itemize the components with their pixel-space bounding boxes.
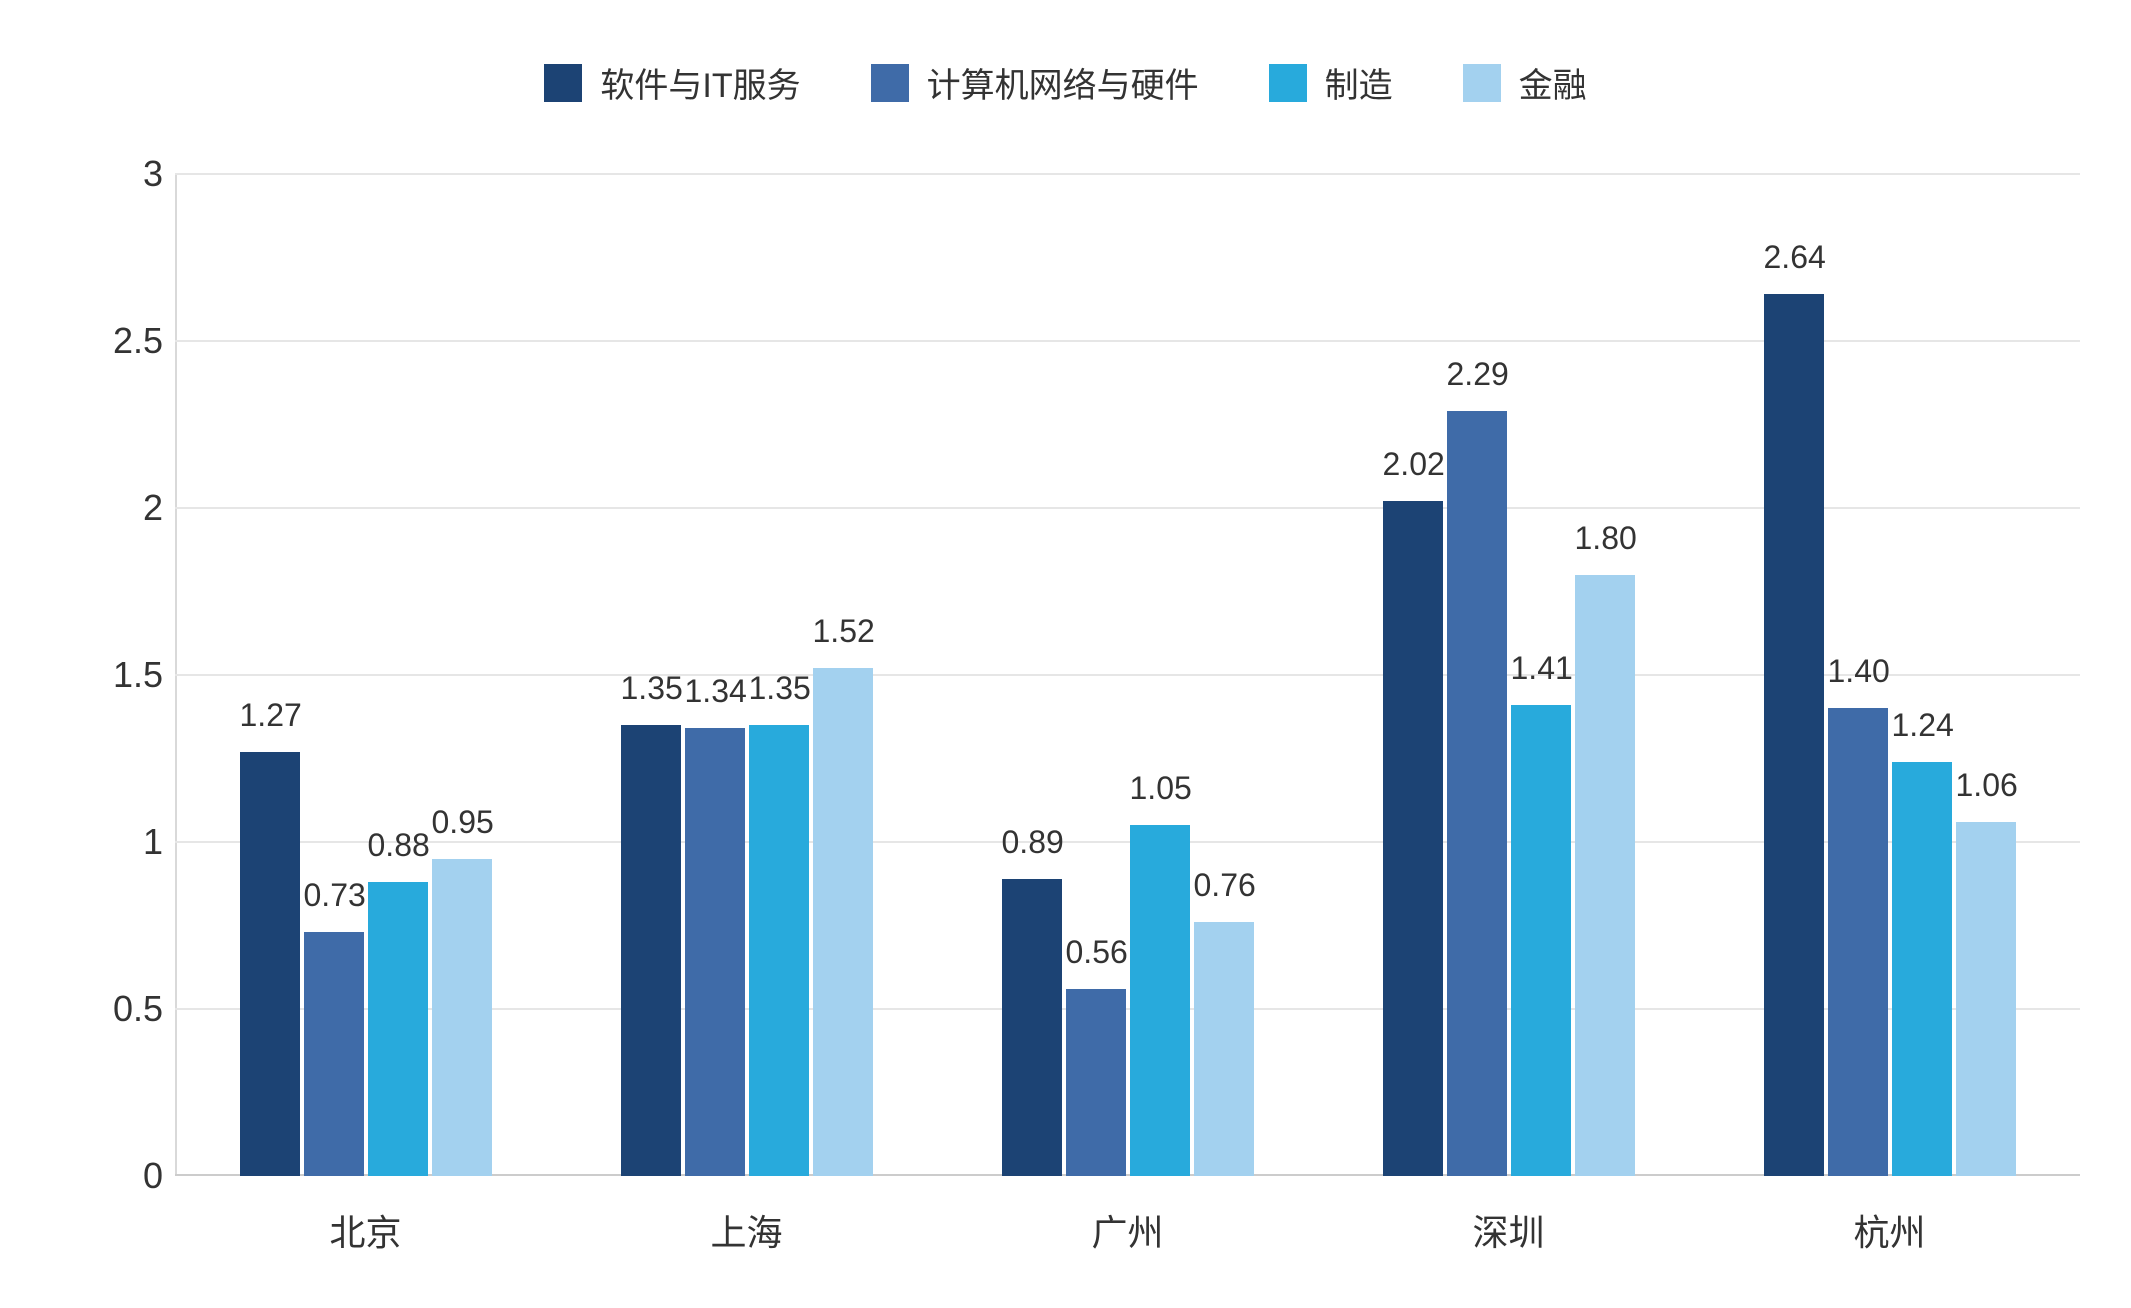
bar-value-label: 1.34 xyxy=(685,673,745,710)
bar-value-label: 0.56 xyxy=(1066,934,1126,971)
y-tick-label: 1.5 xyxy=(43,654,163,696)
bar-value-label: 1.80 xyxy=(1575,520,1635,557)
bar: 2.29 xyxy=(1447,411,1507,1176)
bar: 0.88 xyxy=(368,882,428,1176)
bar-value-label: 1.35 xyxy=(621,670,681,707)
x-tick-label: 北京 xyxy=(329,1204,401,1256)
legend-swatch xyxy=(871,64,909,102)
legend-swatch xyxy=(544,64,582,102)
y-tick-label: 2.5 xyxy=(43,320,163,362)
legend-label: 计算机网络与硬件 xyxy=(927,58,1199,107)
bar-value-label: 0.73 xyxy=(304,877,364,914)
bar: 0.56 xyxy=(1066,989,1126,1176)
bar: 2.02 xyxy=(1383,501,1443,1176)
legend-swatch xyxy=(1463,64,1501,102)
y-tick-label: 3 xyxy=(43,153,163,195)
plot-area: 1.270.730.880.951.351.341.351.520.890.56… xyxy=(175,174,2080,1176)
y-tick-label: 2 xyxy=(43,487,163,529)
x-tick-label: 深圳 xyxy=(1472,1204,1544,1256)
bar: 1.41 xyxy=(1511,705,1571,1176)
x-tick-label: 杭州 xyxy=(1853,1204,1925,1256)
bar-value-label: 1.27 xyxy=(240,697,300,734)
legend-label: 制造 xyxy=(1325,58,1393,107)
bar: 2.64 xyxy=(1764,294,1824,1176)
y-tick-label: 1 xyxy=(43,821,163,863)
bar-value-label: 0.89 xyxy=(1002,824,1062,861)
chart-container: 软件与IT服务计算机网络与硬件制造金融 1.270.730.880.951.35… xyxy=(0,0,2131,1308)
bar: 0.76 xyxy=(1194,922,1254,1176)
bar-value-label: 1.24 xyxy=(1892,707,1952,744)
bar: 1.05 xyxy=(1130,825,1190,1176)
bar: 0.73 xyxy=(304,932,364,1176)
bar: 1.40 xyxy=(1828,708,1888,1176)
legend-item: 制造 xyxy=(1269,58,1393,107)
bar: 1.06 xyxy=(1956,822,2016,1176)
legend-label: 软件与IT服务 xyxy=(600,58,800,107)
bar-value-label: 0.76 xyxy=(1194,867,1254,904)
bar-value-label: 2.64 xyxy=(1764,239,1824,276)
bar-value-label: 0.88 xyxy=(368,827,428,864)
bar-value-label: 1.40 xyxy=(1828,653,1888,690)
bar-value-label: 1.06 xyxy=(1956,767,2016,804)
bar: 1.35 xyxy=(621,725,681,1176)
legend-item: 金融 xyxy=(1463,58,1587,107)
legend-item: 软件与IT服务 xyxy=(544,58,800,107)
legend-item: 计算机网络与硬件 xyxy=(871,58,1199,107)
bar: 1.27 xyxy=(240,752,300,1176)
bar-value-label: 1.35 xyxy=(749,670,809,707)
bar: 1.35 xyxy=(749,725,809,1176)
bar: 1.80 xyxy=(1575,575,1635,1176)
bar: 1.34 xyxy=(685,728,745,1176)
bar-value-label: 1.05 xyxy=(1130,770,1190,807)
y-tick-label: 0.5 xyxy=(43,988,163,1030)
y-tick-label: 0 xyxy=(43,1155,163,1197)
gridline xyxy=(175,173,2080,175)
bar-value-label: 0.95 xyxy=(432,804,492,841)
bar-value-label: 1.41 xyxy=(1511,650,1571,687)
bar: 0.89 xyxy=(1002,879,1062,1176)
bar: 1.52 xyxy=(813,668,873,1176)
bar-value-label: 2.02 xyxy=(1383,446,1443,483)
legend-label: 金融 xyxy=(1519,58,1587,107)
x-tick-label: 上海 xyxy=(710,1204,782,1256)
bar: 0.95 xyxy=(432,859,492,1176)
x-tick-label: 广州 xyxy=(1091,1204,1163,1256)
legend-swatch xyxy=(1269,64,1307,102)
legend: 软件与IT服务 计算机网络与硬件 制造 金融 xyxy=(0,58,2131,107)
bar-value-label: 1.52 xyxy=(813,613,873,650)
bar: 1.24 xyxy=(1892,762,1952,1176)
bar-value-label: 2.29 xyxy=(1447,356,1507,393)
